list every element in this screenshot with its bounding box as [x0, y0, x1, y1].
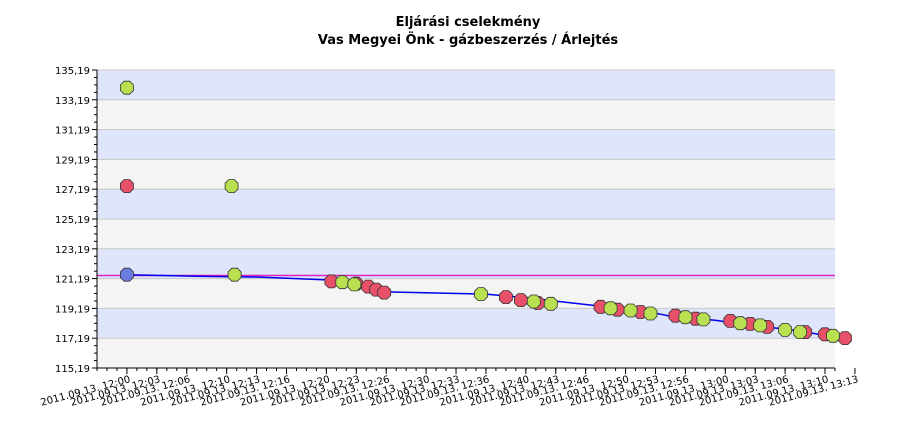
- y-tick-label: 131,19: [55, 126, 90, 137]
- y-tick-label: 123,19: [55, 245, 90, 256]
- data-point: [603, 301, 618, 316]
- data-point: [498, 290, 513, 305]
- data-point: [227, 267, 242, 282]
- plot-band: [97, 308, 835, 339]
- y-tick-label: 117,19: [55, 334, 90, 345]
- data-point: [526, 294, 541, 309]
- data-points: [120, 80, 852, 346]
- plot-band: [97, 70, 835, 100]
- data-point: [120, 179, 134, 194]
- data-point: [224, 179, 239, 194]
- data-point: [120, 80, 134, 95]
- plot-band: [97, 129, 835, 160]
- data-point: [838, 331, 852, 346]
- data-point: [793, 325, 807, 340]
- data-point: [335, 275, 350, 290]
- y-tick-label: 125,19: [55, 215, 90, 226]
- axes: [92, 69, 856, 374]
- data-point: [678, 310, 693, 325]
- y-tick-label: 129,19: [55, 155, 90, 166]
- data-point: [324, 274, 339, 289]
- data-point: [733, 316, 748, 331]
- chart-title: Eljárási cselekmény: [396, 15, 541, 30]
- data-point: [543, 296, 558, 311]
- data-point: [474, 287, 488, 302]
- plot-band: [97, 248, 835, 279]
- y-tick-label: 133,19: [55, 96, 90, 107]
- y-tick-label: 135,19: [55, 66, 90, 77]
- plot-band: [97, 219, 835, 249]
- data-point: [377, 285, 392, 300]
- y-tick-label: 115,19: [55, 364, 90, 375]
- y-tick-label: 119,19: [55, 304, 90, 315]
- data-point: [696, 312, 711, 327]
- y-tick-labels: 115,19 117,19 119,19 121,19 123,19 125,19 127,…: [55, 66, 90, 375]
- data-point: [826, 328, 840, 343]
- plot-bands: [97, 70, 835, 368]
- data-point: [753, 318, 768, 333]
- data-point: [623, 303, 638, 318]
- plot-band: [97, 189, 835, 219]
- chart-subtitle: Vas Megyei Önk - gázbeszerzés / Árlejtés: [318, 32, 619, 48]
- data-point: [643, 306, 658, 321]
- data-point: [120, 267, 134, 282]
- y-tick-label: 127,19: [55, 185, 90, 196]
- plot-band: [97, 338, 835, 368]
- data-point: [778, 322, 792, 337]
- data-point: [514, 293, 528, 308]
- y-tick-label: 121,19: [55, 275, 90, 286]
- plot-band: [97, 159, 835, 190]
- plot-band: [97, 99, 835, 130]
- data-point: [347, 277, 362, 292]
